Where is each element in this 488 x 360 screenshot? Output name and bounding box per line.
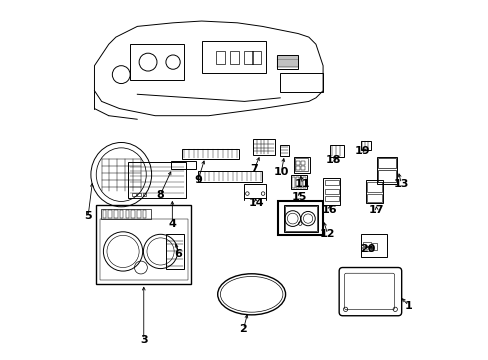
Bar (295, 166, 300, 170)
Bar (137, 210, 140, 218)
Bar (290, 175, 306, 189)
Bar (366, 194, 381, 202)
Bar (372, 243, 376, 249)
Bar (324, 180, 338, 185)
Bar (276, 55, 298, 69)
Bar (102, 210, 106, 218)
Bar (101, 208, 151, 219)
Text: 18: 18 (325, 156, 340, 165)
Text: 14: 14 (248, 198, 264, 208)
Bar (280, 73, 323, 93)
Bar (285, 206, 316, 231)
Bar (295, 158, 308, 171)
Bar (201, 41, 265, 73)
Bar (182, 149, 239, 158)
Text: 7: 7 (250, 164, 258, 174)
Bar (132, 193, 135, 196)
Bar (165, 234, 183, 269)
Bar (142, 210, 146, 218)
Text: 4: 4 (168, 219, 176, 229)
Text: 1: 1 (404, 301, 412, 311)
Bar (131, 210, 135, 218)
Text: 10: 10 (273, 167, 288, 177)
Bar (96, 205, 190, 284)
Text: 8: 8 (156, 190, 164, 200)
Bar (377, 170, 395, 182)
Bar (137, 193, 141, 196)
Bar (293, 157, 309, 173)
Text: 6: 6 (174, 249, 182, 259)
Text: 2: 2 (239, 324, 247, 334)
Bar (108, 210, 112, 218)
Bar (300, 161, 305, 165)
Text: 20: 20 (359, 244, 375, 254)
Text: 15: 15 (292, 192, 307, 202)
Bar (300, 166, 305, 170)
Bar (244, 51, 253, 64)
Bar (216, 51, 224, 64)
Bar (323, 178, 340, 205)
Bar (299, 177, 302, 188)
Bar (130, 44, 183, 80)
Bar (278, 202, 323, 235)
Bar (230, 51, 239, 64)
Bar (244, 184, 265, 198)
Bar (365, 180, 382, 203)
Bar (142, 193, 146, 196)
Bar (363, 247, 370, 251)
Bar (253, 139, 274, 155)
Text: 12: 12 (319, 229, 335, 239)
Bar (171, 161, 196, 169)
Bar (360, 234, 386, 257)
Bar (363, 242, 370, 246)
Bar (280, 145, 288, 156)
Bar (360, 141, 370, 150)
Bar (128, 162, 185, 198)
Text: 9: 9 (194, 175, 202, 185)
Bar (114, 210, 118, 218)
Text: 17: 17 (368, 205, 384, 215)
Bar (125, 210, 129, 218)
Text: 11: 11 (294, 179, 310, 189)
Bar (251, 51, 260, 64)
Bar (283, 205, 317, 232)
Text: 13: 13 (393, 179, 408, 189)
Text: 19: 19 (354, 146, 370, 156)
Bar (295, 177, 298, 188)
Bar (324, 197, 338, 202)
Text: R O R: R O R (360, 247, 372, 251)
Text: 16: 16 (321, 205, 336, 215)
Bar (120, 210, 123, 218)
Bar (329, 145, 343, 157)
Text: 3: 3 (140, 335, 147, 345)
Bar (100, 219, 188, 280)
Bar (292, 177, 295, 188)
Bar (295, 161, 300, 165)
Bar (198, 171, 262, 182)
Bar (376, 157, 397, 184)
Bar (324, 189, 338, 194)
Text: 5: 5 (84, 211, 92, 221)
Bar (366, 182, 381, 192)
Bar (377, 158, 395, 168)
Bar (303, 177, 305, 188)
